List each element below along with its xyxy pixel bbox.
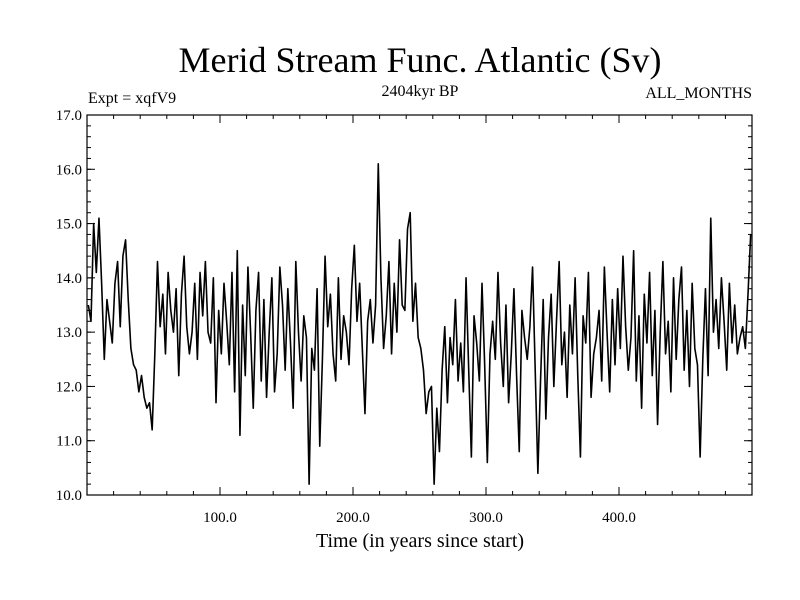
period-label: 2404kyr BP <box>382 83 459 100</box>
y-tick-label: 11.0 <box>56 434 82 450</box>
x-tick-label: 200.0 <box>336 510 370 526</box>
y-tick-label: 12.0 <box>56 379 82 395</box>
plot-frame <box>86 114 753 496</box>
y-tick-label: 15.0 <box>56 217 82 233</box>
experiment-label: Expt = xqfV9 <box>88 90 176 107</box>
y-tick-label: 17.0 <box>56 108 82 124</box>
y-tick-label: 13.0 <box>56 325 82 341</box>
axis-ticks: 10.0 11.0 12.0 13.0 14.0 15.0 16.0 17.0 100.0 200… <box>56 108 752 526</box>
x-axis-label: Time (in years since start) <box>316 530 524 552</box>
months-label: ALL_MONTHS <box>645 85 752 102</box>
x-tick-label: 100.0 <box>203 510 237 526</box>
y-tick-label: 16.0 <box>56 162 82 178</box>
y-tick-label: 10.0 <box>56 488 82 504</box>
series-layer <box>87 163 752 485</box>
chart-title: Merid Stream Func. Atlantic (Sv) <box>179 40 662 80</box>
x-tick-label: 300.0 <box>469 510 503 526</box>
series-line <box>87 163 752 485</box>
y-tick-label: 14.0 <box>56 271 82 287</box>
x-tick-label: 400.0 <box>602 510 636 526</box>
